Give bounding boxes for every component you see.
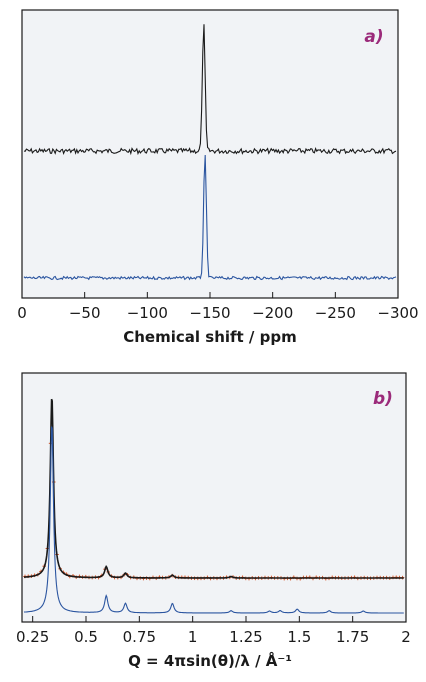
panel-b-label: b) [373, 389, 393, 409]
panel-b-traces [23, 398, 405, 614]
x-tick-label: −200 [252, 304, 293, 322]
panel-b: 0.25 0.5 0.75 1 1.25 1.5 1.75 2 b) Q = 4πsin(θ)… [16, 372, 411, 670]
panel-a-x-axis-label: Chemical shift / ppm [123, 328, 296, 346]
x-tick-label: 1.5 [287, 628, 311, 646]
panel-b-x-axis-label: Q = 4πsin(θ)/λ / Å⁻¹ [128, 651, 292, 670]
panel-a-x-ticks: 0 −50 −100 −150 −200 −250 −300 [17, 292, 419, 322]
x-tick-label: −300 [377, 304, 418, 322]
panel-a-label: a) [364, 27, 383, 47]
x-tick-label: 1 [188, 628, 198, 646]
x-tick-label: 1.75 [336, 628, 369, 646]
x-tick-label: 0.75 [123, 628, 156, 646]
panel-a-traces [23, 24, 397, 281]
series-line [23, 154, 397, 281]
series-line [23, 426, 404, 614]
x-tick-label: 0 [17, 304, 27, 322]
x-tick-label: −150 [189, 304, 230, 322]
panel-b-plot-area [21, 372, 407, 623]
x-tick-label: −250 [315, 304, 356, 322]
x-tick-label: 0.25 [16, 628, 49, 646]
x-tick-label: 1.25 [229, 628, 262, 646]
x-tick-label: 2 [401, 628, 411, 646]
panel-b-x-ticks: 0.25 0.5 0.75 1 1.25 1.5 1.75 2 [16, 616, 411, 646]
series-line [24, 398, 404, 579]
x-tick-label: 0.5 [74, 628, 98, 646]
panel-a: 0 −50 −100 −150 −200 −250 −300 a) Chemical shi… [17, 9, 419, 346]
panel-a-plot-area [21, 9, 399, 299]
x-tick-label: −50 [69, 304, 101, 322]
x-tick-label: −100 [127, 304, 168, 322]
series-line [23, 24, 397, 156]
